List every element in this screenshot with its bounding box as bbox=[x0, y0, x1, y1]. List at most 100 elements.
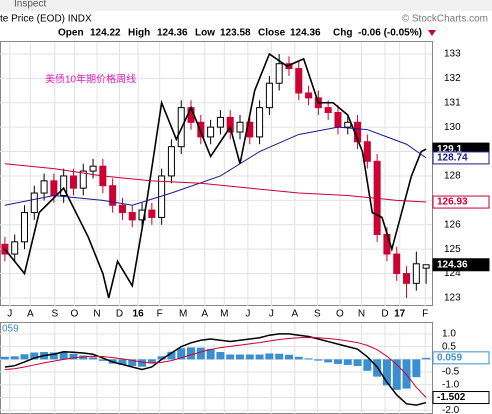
x-tick-label: D bbox=[116, 309, 123, 320]
quote-row: Open 124.22 High 124.36 Low 123.58 Close… bbox=[58, 28, 436, 39]
overlay-line bbox=[4, 163, 427, 203]
candle-body bbox=[256, 107, 264, 138]
macd-hist-bar bbox=[265, 353, 274, 360]
macd-hist-bar bbox=[20, 354, 29, 360]
candle-body bbox=[334, 112, 342, 128]
x-tick-label: O bbox=[71, 309, 79, 320]
macd-hist-bar bbox=[147, 359, 156, 364]
candle-body bbox=[118, 204, 126, 214]
y-tick-label: 123 bbox=[444, 293, 461, 304]
macd-hist-bar bbox=[177, 348, 186, 360]
candle-body bbox=[50, 180, 58, 196]
macd-hist-bar bbox=[333, 359, 342, 364]
y-tick-label: 130 bbox=[444, 122, 461, 133]
candle-body bbox=[412, 263, 420, 284]
x-tick-label: 16 bbox=[133, 309, 145, 320]
chg-label: Chg bbox=[333, 28, 352, 39]
candle-body bbox=[344, 121, 352, 128]
candle-body bbox=[11, 241, 19, 255]
close-label: Close bbox=[258, 28, 286, 39]
macd-hist-bar bbox=[412, 359, 421, 378]
macd-hist-bar bbox=[69, 353, 78, 360]
macd-hist-bar bbox=[245, 354, 254, 360]
candle-body bbox=[60, 175, 68, 196]
macd-header: 059 bbox=[2, 324, 19, 335]
candle-body bbox=[422, 264, 430, 269]
value-tag: 124.36 bbox=[432, 258, 490, 272]
macd-hist-bar bbox=[314, 359, 323, 361]
macd-hist-bar bbox=[157, 356, 166, 360]
macd-line bbox=[4, 333, 427, 406]
macd-hist-bar bbox=[98, 359, 107, 361]
value-tag: 0.059 bbox=[432, 351, 490, 365]
macd-hist-bar bbox=[49, 352, 58, 360]
open: 124.22 bbox=[90, 28, 121, 39]
overlay-line bbox=[4, 126, 427, 206]
candle-body bbox=[109, 185, 117, 206]
candle-body bbox=[30, 192, 38, 214]
macd-hist-bar bbox=[79, 355, 88, 360]
chg: -0.06 (-0.05%) bbox=[358, 28, 422, 39]
y-tick-label: -1.0 bbox=[442, 379, 460, 390]
toolbar bbox=[0, 0, 492, 11]
candle-body bbox=[197, 121, 205, 138]
x-tick-label: O bbox=[336, 309, 344, 320]
x-tick-label: F bbox=[422, 309, 428, 320]
low-label: Low bbox=[195, 28, 215, 39]
chart-title: 美债10年期价格周线 bbox=[45, 73, 136, 86]
value-tag: 128.74 bbox=[432, 151, 490, 165]
y-tick-label: -0.5 bbox=[442, 367, 460, 378]
candle-body bbox=[148, 209, 156, 218]
value-tag-label: 124.36 bbox=[437, 259, 468, 270]
candle-body bbox=[216, 116, 224, 128]
open-label: Open bbox=[58, 28, 84, 39]
x-tick-label: M bbox=[220, 309, 228, 320]
value-tag: -1.502 bbox=[432, 391, 490, 405]
value-tag: 126.93 bbox=[432, 195, 490, 209]
value-tag-box bbox=[432, 391, 490, 405]
y-tick-label: 131 bbox=[444, 97, 461, 108]
macd-signal bbox=[4, 336, 427, 398]
macd-hist-bar bbox=[382, 359, 391, 386]
macd-hist-bar bbox=[392, 359, 401, 390]
value-tag-box bbox=[432, 195, 490, 209]
x-tick-label: A bbox=[27, 309, 34, 320]
candle-body bbox=[128, 212, 136, 221]
macd-hist-bar bbox=[10, 356, 19, 360]
toolbar-inspect[interactable]: Inspect bbox=[14, 0, 46, 10]
macd-hist-bar bbox=[422, 357, 431, 360]
macd-hist-bar bbox=[206, 348, 215, 360]
candle-body bbox=[167, 146, 175, 177]
down-arrow bbox=[428, 30, 436, 36]
x-tick-label: J bbox=[245, 309, 250, 320]
macd-hist-bar bbox=[343, 359, 352, 365]
y-tick-label: 0.5 bbox=[442, 341, 456, 352]
low: 123.58 bbox=[220, 28, 251, 39]
macd-hist-bar bbox=[187, 347, 196, 360]
x-tick-label: S bbox=[314, 309, 321, 320]
value-tag-label: 128.74 bbox=[437, 153, 468, 164]
value-tag-label: 0.059 bbox=[437, 352, 462, 363]
y-tick-label: 133 bbox=[444, 49, 461, 60]
value-tag-label: 126.93 bbox=[437, 197, 468, 208]
candle-body bbox=[393, 253, 401, 275]
value-tag-label: 129.1 bbox=[437, 144, 462, 155]
value-tag-label: -1.502 bbox=[437, 392, 466, 403]
candle-body bbox=[226, 116, 234, 133]
macd-hist-bar bbox=[196, 347, 205, 360]
macd-hist-bar bbox=[59, 351, 68, 360]
macd-hist-bar bbox=[363, 359, 372, 371]
macd-hist-bar bbox=[30, 352, 39, 360]
value-tag-box bbox=[432, 351, 490, 365]
candle-body bbox=[40, 180, 48, 194]
x-tick-label: 17 bbox=[394, 309, 406, 320]
macd-hist-bar bbox=[216, 351, 225, 360]
y-tick-label: -2.0 bbox=[442, 405, 460, 414]
macd-hist-bar bbox=[128, 359, 137, 366]
x-tick-label: N bbox=[93, 309, 100, 320]
x-tick-label: F bbox=[157, 309, 163, 320]
macd-hist-bar bbox=[353, 359, 362, 366]
candle-body bbox=[207, 126, 215, 138]
candle-body bbox=[79, 170, 87, 189]
macd-hist-bar bbox=[118, 359, 127, 365]
